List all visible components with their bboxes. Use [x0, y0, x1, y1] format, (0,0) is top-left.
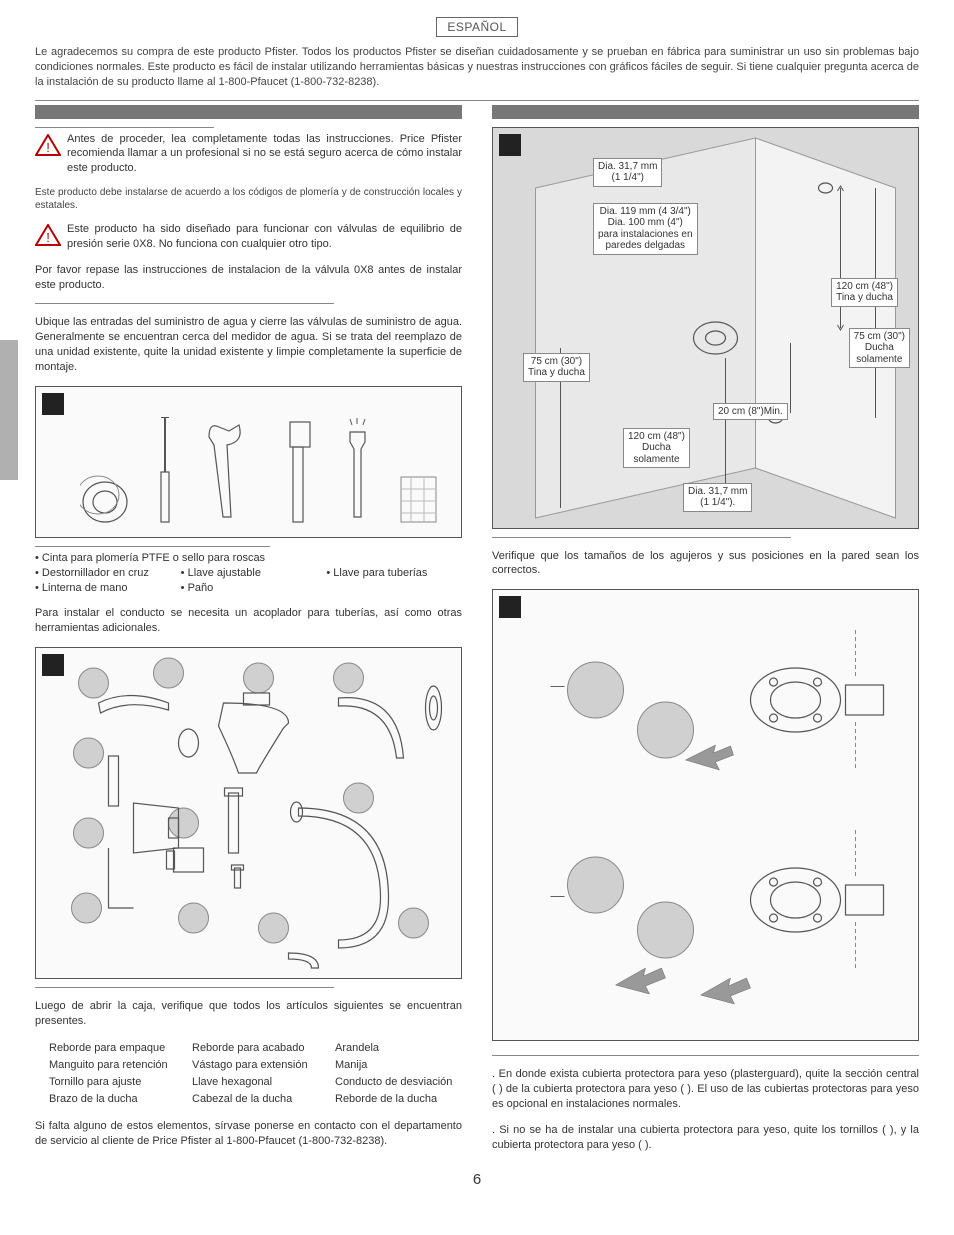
step-badge-4: [499, 596, 521, 618]
part-label: Cabezal de la ducha: [192, 1091, 319, 1108]
svg-text:—: —: [551, 887, 565, 903]
warning-icon: !: [35, 134, 61, 156]
step-badge-1: [42, 393, 64, 415]
language-label: ESPAÑOL: [436, 17, 517, 37]
tools-bullet-row1: • Cinta para plomería PTFE o sello para …: [35, 551, 462, 566]
left-column: ! Antes de proceder, lea completamente t…: [35, 105, 462, 1164]
step5-a: . En donde exista cubierta protectora pa…: [492, 1067, 919, 1112]
tools-illustration: [36, 387, 461, 537]
bullet: • Paño: [181, 581, 317, 596]
figure-1-tools: [35, 386, 462, 538]
svg-text:!: !: [46, 140, 50, 155]
part-label: Brazo de la ducha: [49, 1091, 176, 1108]
warning-block-2: ! Este producto ha sido diseñado para fu…: [35, 222, 462, 252]
divider: [35, 100, 919, 101]
language-tab: ESPAÑOL: [35, 20, 919, 34]
warning1-text: Antes de proceder, lea completamente tod…: [67, 133, 462, 175]
cloth-icon: [396, 467, 441, 527]
dim-label: 20 cm (8")Min.: [713, 403, 788, 421]
page-container: ESPAÑOL Le agradecemos su compra de este…: [0, 0, 954, 1208]
part-label: Reborde para empaque: [49, 1040, 176, 1057]
divider: [35, 546, 270, 547]
parts-table: Reborde para empaque Manguito para reten…: [49, 1040, 462, 1108]
part-label: Tornillo para ajuste: [49, 1074, 176, 1091]
tools-bullets-grid: • Destornillador en cruz • Linterna de m…: [35, 566, 462, 596]
figure-3-wall-dims: Dia. 31,7 mm (1 1/4") Dia. 119 mm (4 3/4…: [492, 127, 919, 529]
warning1-note: Este producto debe instalarse de acuerdo…: [35, 186, 462, 212]
parts-illustration: [36, 648, 461, 978]
dim-label: 120 cm (48") Ducha solamente: [623, 428, 690, 469]
pipe-wrench-icon: [275, 417, 320, 527]
figure-4-plasterguard: — —: [492, 589, 919, 1041]
warning2-note: Por favor repase las instrucciones de in…: [35, 263, 462, 293]
dim-label: Dia. 31,7 mm (1 1/4"): [593, 158, 662, 187]
svg-text:!: !: [46, 230, 50, 245]
divider: [492, 1055, 919, 1056]
flashlight-icon: [340, 417, 375, 527]
part-label: Conducto de desviación: [335, 1074, 462, 1091]
part-label: Reborde de la ducha: [335, 1091, 462, 1108]
section-header-bar: [492, 105, 919, 119]
prep-text: Ubique las entradas del suministro de ag…: [35, 315, 462, 374]
bullet: • Linterna de mano: [35, 581, 171, 596]
dim-label: Dia. 31,7 mm (1 1/4").: [683, 483, 752, 512]
divider: [35, 303, 334, 304]
divider: [35, 127, 214, 128]
plasterguard-illustration: — —: [493, 590, 918, 1040]
warning2-text: Este producto ha sido diseñado para func…: [67, 223, 462, 250]
step-badge-2: [42, 654, 64, 676]
bullet: • Llave ajustable: [181, 566, 317, 581]
part-label: Reborde para acabado: [192, 1040, 319, 1057]
bullet: • Llave para tuberías: [326, 566, 462, 581]
bullet: • Destornillador en cruz: [35, 566, 171, 581]
divider: [35, 987, 334, 988]
part-label: Manguito para retención: [49, 1057, 176, 1074]
page-number: 6: [35, 1171, 919, 1188]
box-check-intro: Luego de abrir la caja, verifique que to…: [35, 999, 462, 1029]
part-label: Vástago para extensión: [192, 1057, 319, 1074]
part-label: Arandela: [335, 1040, 462, 1057]
dim-label: Dia. 119 mm (4 3/4") Dia. 100 mm (4") pa…: [593, 203, 698, 255]
dim-label: 75 cm (30") Tina y ducha: [523, 353, 590, 382]
part-label: Llave hexagonal: [192, 1074, 319, 1091]
side-tab: [0, 340, 18, 480]
tape-icon: [80, 437, 130, 527]
dim-label: 75 cm (30") Ducha solamente: [849, 328, 910, 369]
warning-icon: !: [35, 224, 61, 246]
two-column-layout: ! Antes de proceder, lea completamente t…: [35, 105, 919, 1164]
step5-b: . Si no se ha de instalar una cubierta p…: [492, 1123, 919, 1153]
section-header-bar: [35, 105, 462, 119]
figure-2-parts: [35, 647, 462, 979]
tools-note: Para instalar el conducto se necesita un…: [35, 606, 462, 636]
warning-block-1: ! Antes de proceder, lea completamente t…: [35, 132, 462, 177]
missing-items-note: Si falta alguno de estos elementos, sírv…: [35, 1119, 462, 1149]
svg-text:—: —: [551, 677, 565, 693]
adjustable-wrench-icon: [199, 417, 254, 527]
part-label: Manija: [335, 1057, 462, 1074]
screwdriver-icon: [151, 417, 179, 527]
divider: [492, 537, 791, 538]
wall-check-text: Verifique que los tamaños de los agujero…: [492, 549, 919, 579]
right-column: Dia. 31,7 mm (1 1/4") Dia. 119 mm (4 3/4…: [492, 105, 919, 1164]
dim-label: 120 cm (48") Tina y ducha: [831, 278, 898, 307]
intro-paragraph: Le agradecemos su compra de este product…: [35, 45, 919, 90]
